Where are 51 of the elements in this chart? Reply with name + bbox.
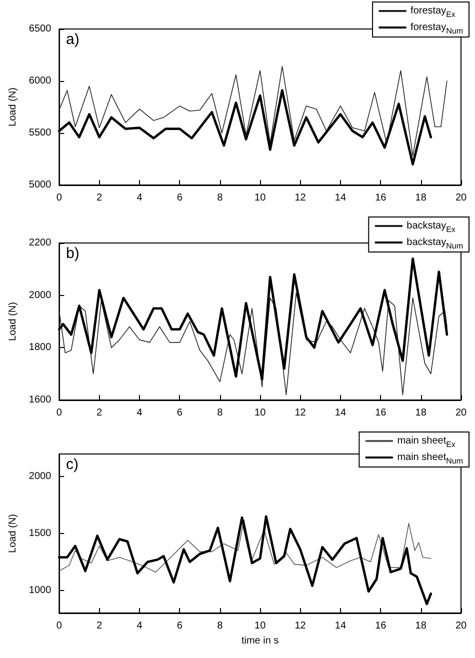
- x-tick-label: 20: [455, 192, 467, 204]
- x-tick-label: 18: [415, 408, 427, 418]
- x-tick-label: 2: [96, 408, 103, 418]
- x-tick-label: 8: [217, 620, 224, 632]
- y-tick-label: 6000: [28, 76, 52, 86]
- x-tick-label: 2: [96, 192, 103, 204]
- x-tick-label: 12: [294, 408, 306, 418]
- x-tick-label: 16: [375, 192, 387, 204]
- y-tick-label: 5500: [28, 128, 52, 138]
- y-tick-label: 5000: [28, 180, 52, 190]
- y-tick-label: 2000: [28, 471, 52, 482]
- x-tick-label: 8: [217, 192, 224, 204]
- x-tick-label: 6: [176, 192, 183, 204]
- x-tick-label: 10: [254, 620, 266, 632]
- y-tick-label: 6500: [28, 24, 52, 34]
- x-tick-label: 2: [96, 620, 103, 632]
- x-tick-label: 0: [56, 408, 62, 418]
- x-tick-label: 20: [455, 408, 467, 418]
- x-tick-label: 4: [136, 192, 143, 204]
- y-tick-label: 1600: [28, 394, 52, 406]
- x-tick-label: 14: [334, 192, 346, 204]
- x-tick-label: 14: [334, 620, 346, 632]
- annotation: a): [66, 31, 80, 48]
- y-tick-label: 2200: [28, 238, 52, 248]
- y-axis-title: Load (N): [8, 88, 18, 126]
- x-tick-label: 0: [56, 192, 62, 204]
- x-tick-label: 14: [334, 408, 346, 418]
- y-axis-title: Load (N): [8, 514, 18, 553]
- x-axis-title: time in s: [241, 635, 279, 646]
- x-tick-label: 12: [294, 192, 306, 204]
- x-tick-label: 4: [136, 620, 143, 632]
- x-tick-label: 12: [294, 620, 306, 632]
- y-axis-title: Load (N): [8, 302, 18, 341]
- x-tick-label: 10: [254, 408, 266, 418]
- x-tick-label: 0: [56, 620, 62, 632]
- x-tick-label: 16: [375, 408, 387, 418]
- y-tick-label: 1500: [28, 528, 52, 539]
- y-tick-label: 2000: [28, 290, 52, 301]
- annotation: c): [66, 456, 78, 473]
- x-tick-label: 4: [136, 408, 143, 418]
- x-tick-label: 6: [176, 620, 183, 632]
- x-tick-label: 20: [455, 620, 467, 632]
- x-tick-label: 18: [415, 192, 427, 204]
- x-tick-label: 8: [217, 408, 224, 418]
- y-tick-label: 1000: [28, 584, 52, 596]
- x-tick-label: 16: [375, 620, 387, 632]
- x-tick-label: 18: [415, 620, 427, 632]
- annotation: b): [66, 245, 80, 262]
- y-tick-label: 1800: [28, 342, 52, 354]
- x-tick-label: 6: [176, 408, 183, 418]
- x-tick-label: 10: [254, 192, 266, 204]
